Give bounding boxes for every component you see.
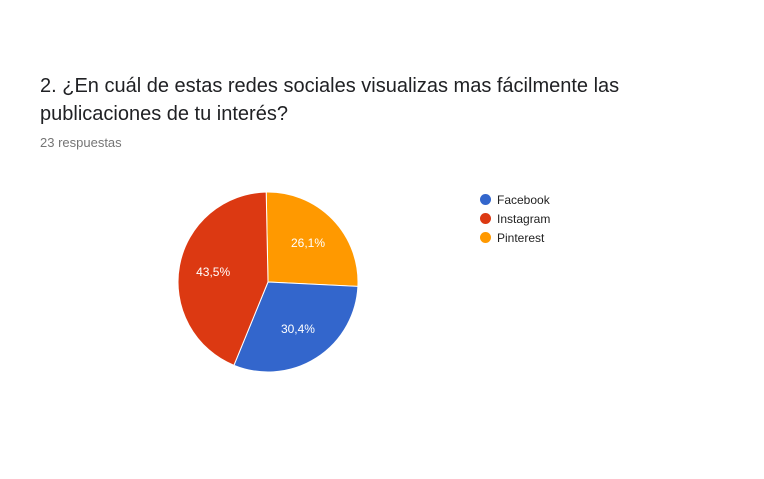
legend-label-pinterest: Pinterest <box>497 230 545 245</box>
pie-slice-pinterest[interactable] <box>265 191 359 287</box>
question-title: 2. ¿En cuál de estas redes sociales visu… <box>40 75 620 125</box>
legend-item-pinterest[interactable]: Pinterest <box>480 228 550 247</box>
chart-legend: Facebook Instagram Pinterest <box>480 190 550 247</box>
legend-swatch-facebook <box>480 194 491 205</box>
legend-label-instagram: Instagram <box>497 211 551 226</box>
pie-slice-facebook[interactable] <box>233 281 359 373</box>
legend-swatch-instagram <box>480 213 491 224</box>
pie-slice-instagram[interactable] <box>177 191 269 366</box>
legend-item-facebook[interactable]: Facebook <box>480 190 550 209</box>
slice-label-facebook: 30,4% <box>281 322 315 336</box>
legend-label-facebook: Facebook <box>497 192 550 207</box>
slice-label-pinterest: 26,1% <box>291 236 325 250</box>
response-count: 23 respuestas <box>40 135 122 150</box>
slice-label-instagram: 43,5% <box>196 265 230 279</box>
legend-item-instagram[interactable]: Instagram <box>480 209 550 228</box>
legend-swatch-pinterest <box>480 232 491 243</box>
